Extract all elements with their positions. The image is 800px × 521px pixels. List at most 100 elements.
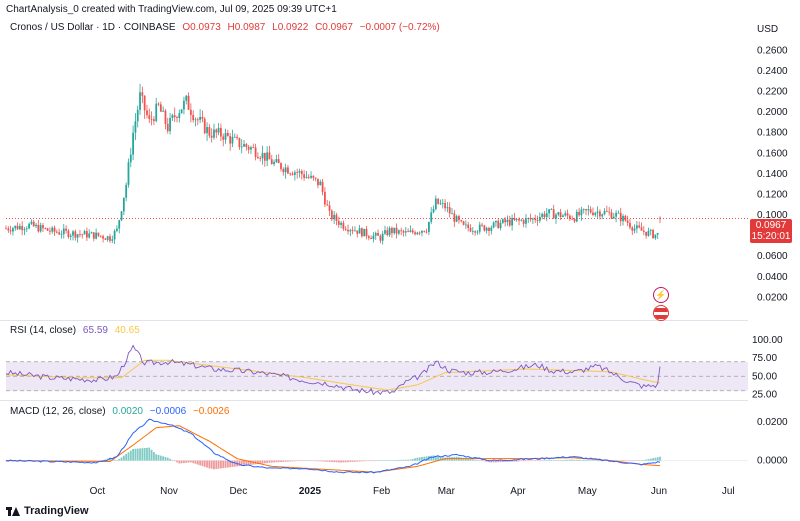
macd-hist-bar [659,456,661,461]
price-legend: Cronos / US Dollar · 1D · COINBASE O0.09… [10,22,444,33]
candle-body [349,230,352,232]
candle-body [226,132,229,137]
candle-body [102,236,104,239]
macd-hist-bar [189,460,192,463]
macd-hist-bar [275,460,278,463]
macd-tick-label: 0.0200 [757,417,788,428]
candle-body [504,219,507,223]
candle-body [633,228,636,231]
macd-hist-bar [515,460,518,462]
candle-body [624,215,627,221]
macd-hist-bar [370,460,373,462]
candle-body [557,212,560,215]
candle-body [529,218,532,220]
candle-body [525,218,527,224]
lightning-event-icon[interactable]: ⚡ [653,287,669,303]
macd-hist-bar [395,460,398,461]
price-tick-label: 0.1800 [757,128,788,139]
macd-signal-line [6,425,661,473]
macd-hist-bar [527,460,530,462]
candle-body [9,230,12,232]
candle-body [178,113,181,119]
rsi-tick-label: 25.00 [752,389,777,400]
footer-brand[interactable]: TradingView [6,505,89,517]
candle-body [515,219,518,220]
candle-body [183,100,185,110]
candle-body [88,233,91,238]
macd-hist-bar [206,460,208,468]
macd-hist-bar [462,457,465,461]
candle-body [268,152,271,160]
candle-body [495,220,497,223]
candle-body [139,92,141,110]
macd-hist-bar [247,460,250,466]
candle-body [51,227,54,232]
candle-body [106,236,109,240]
candle-body [363,228,366,237]
last-price-tag: 0.0967 15:20:01 [750,219,792,243]
macd-hist-bar [102,460,104,461]
candle-body [379,235,382,241]
macd-hist-bar [573,459,576,461]
macd-hist-bar [513,460,516,462]
price-tick-label: 0.1400 [757,169,788,180]
candle-body [656,232,659,235]
candle-body [629,222,631,228]
candle-body [16,225,19,230]
candle-body [474,231,477,233]
macd-hist-bar [381,460,384,461]
price-tick-label: 0.1200 [757,189,788,200]
candle-body [520,220,523,222]
macd-hist-bar [116,460,118,462]
candle-body [545,213,548,218]
symbol-name[interactable]: Cronos / US Dollar · 1D · COINBASE [10,22,176,33]
candle-body [453,213,456,222]
rsi-tick-label: 50.00 [752,371,777,382]
price-tick-label: 0.0400 [757,272,788,283]
macd-hist-bar [377,460,379,462]
rsi-label[interactable]: RSI (14, close) [10,325,77,336]
candle-body [35,224,37,227]
candle-body [543,213,546,218]
candle-body [53,227,56,232]
us-flag-event-icon[interactable] [653,305,669,321]
candle-body [377,232,379,236]
candle-body [418,232,421,234]
candle-body [458,216,460,221]
pane-divider-rsi[interactable] [0,320,748,321]
tradingview-logo-icon [6,506,20,516]
candle-body [18,226,21,230]
macd-hist-bar [555,460,557,461]
candle-body [293,172,296,175]
candle-body [287,167,289,174]
candle-body [589,209,592,213]
time-tick-label: Jun [651,486,667,497]
time-tick-label: May [578,486,597,497]
candle-body [370,237,373,239]
macd-hist-bar [580,459,583,461]
ohlc-high: H0.0987 [227,22,266,33]
pane-divider-macd[interactable] [0,400,748,401]
candle-body [189,109,192,115]
macd-label[interactable]: MACD (12, 26, close) [10,406,106,417]
candle-body [358,228,361,234]
macd-hist-bar [203,460,206,467]
candle-body [518,219,520,221]
candle-body [273,162,275,165]
candle-body [104,238,107,240]
macd-hist-bar [340,460,342,463]
candle-body [608,211,611,213]
candle-body [506,219,509,223]
macd-hist-bar [508,460,511,462]
macd-hist-bar [647,459,650,461]
macd-hist-bar [141,448,144,461]
macd-hist-bar [307,460,310,462]
macd-hist-bar [129,450,132,461]
macd-hist-bar [499,460,502,463]
currency-label: USD [757,24,779,35]
macd-hist-bar [550,460,553,461]
candle-body [391,227,393,234]
macd-hist-bar [506,460,509,462]
candle-body [434,198,437,210]
